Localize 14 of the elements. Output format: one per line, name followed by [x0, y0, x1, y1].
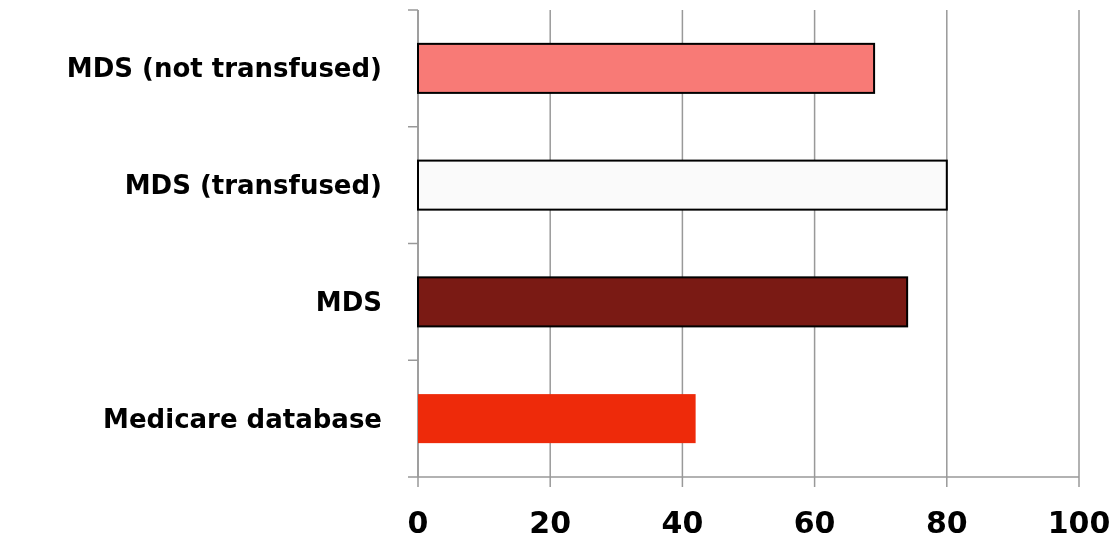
y-tick-label: MDS (transfused)	[124, 170, 382, 201]
x-tick-label: 0	[407, 505, 429, 540]
bar	[418, 394, 696, 444]
x-tick-label: 80	[925, 505, 968, 540]
bar	[417, 159, 948, 211]
x-tick-label: 100	[1047, 505, 1111, 540]
bar	[417, 276, 909, 328]
y-tick-label: Medicare database	[103, 403, 382, 434]
x-tick-label: 40	[661, 505, 704, 540]
y-tick-label: MDS	[315, 286, 382, 317]
y-tick-label: MDS (not transfused)	[66, 53, 382, 84]
bar	[417, 42, 876, 94]
x-tick-label: 60	[793, 505, 836, 540]
x-tick-label: 20	[529, 505, 572, 540]
